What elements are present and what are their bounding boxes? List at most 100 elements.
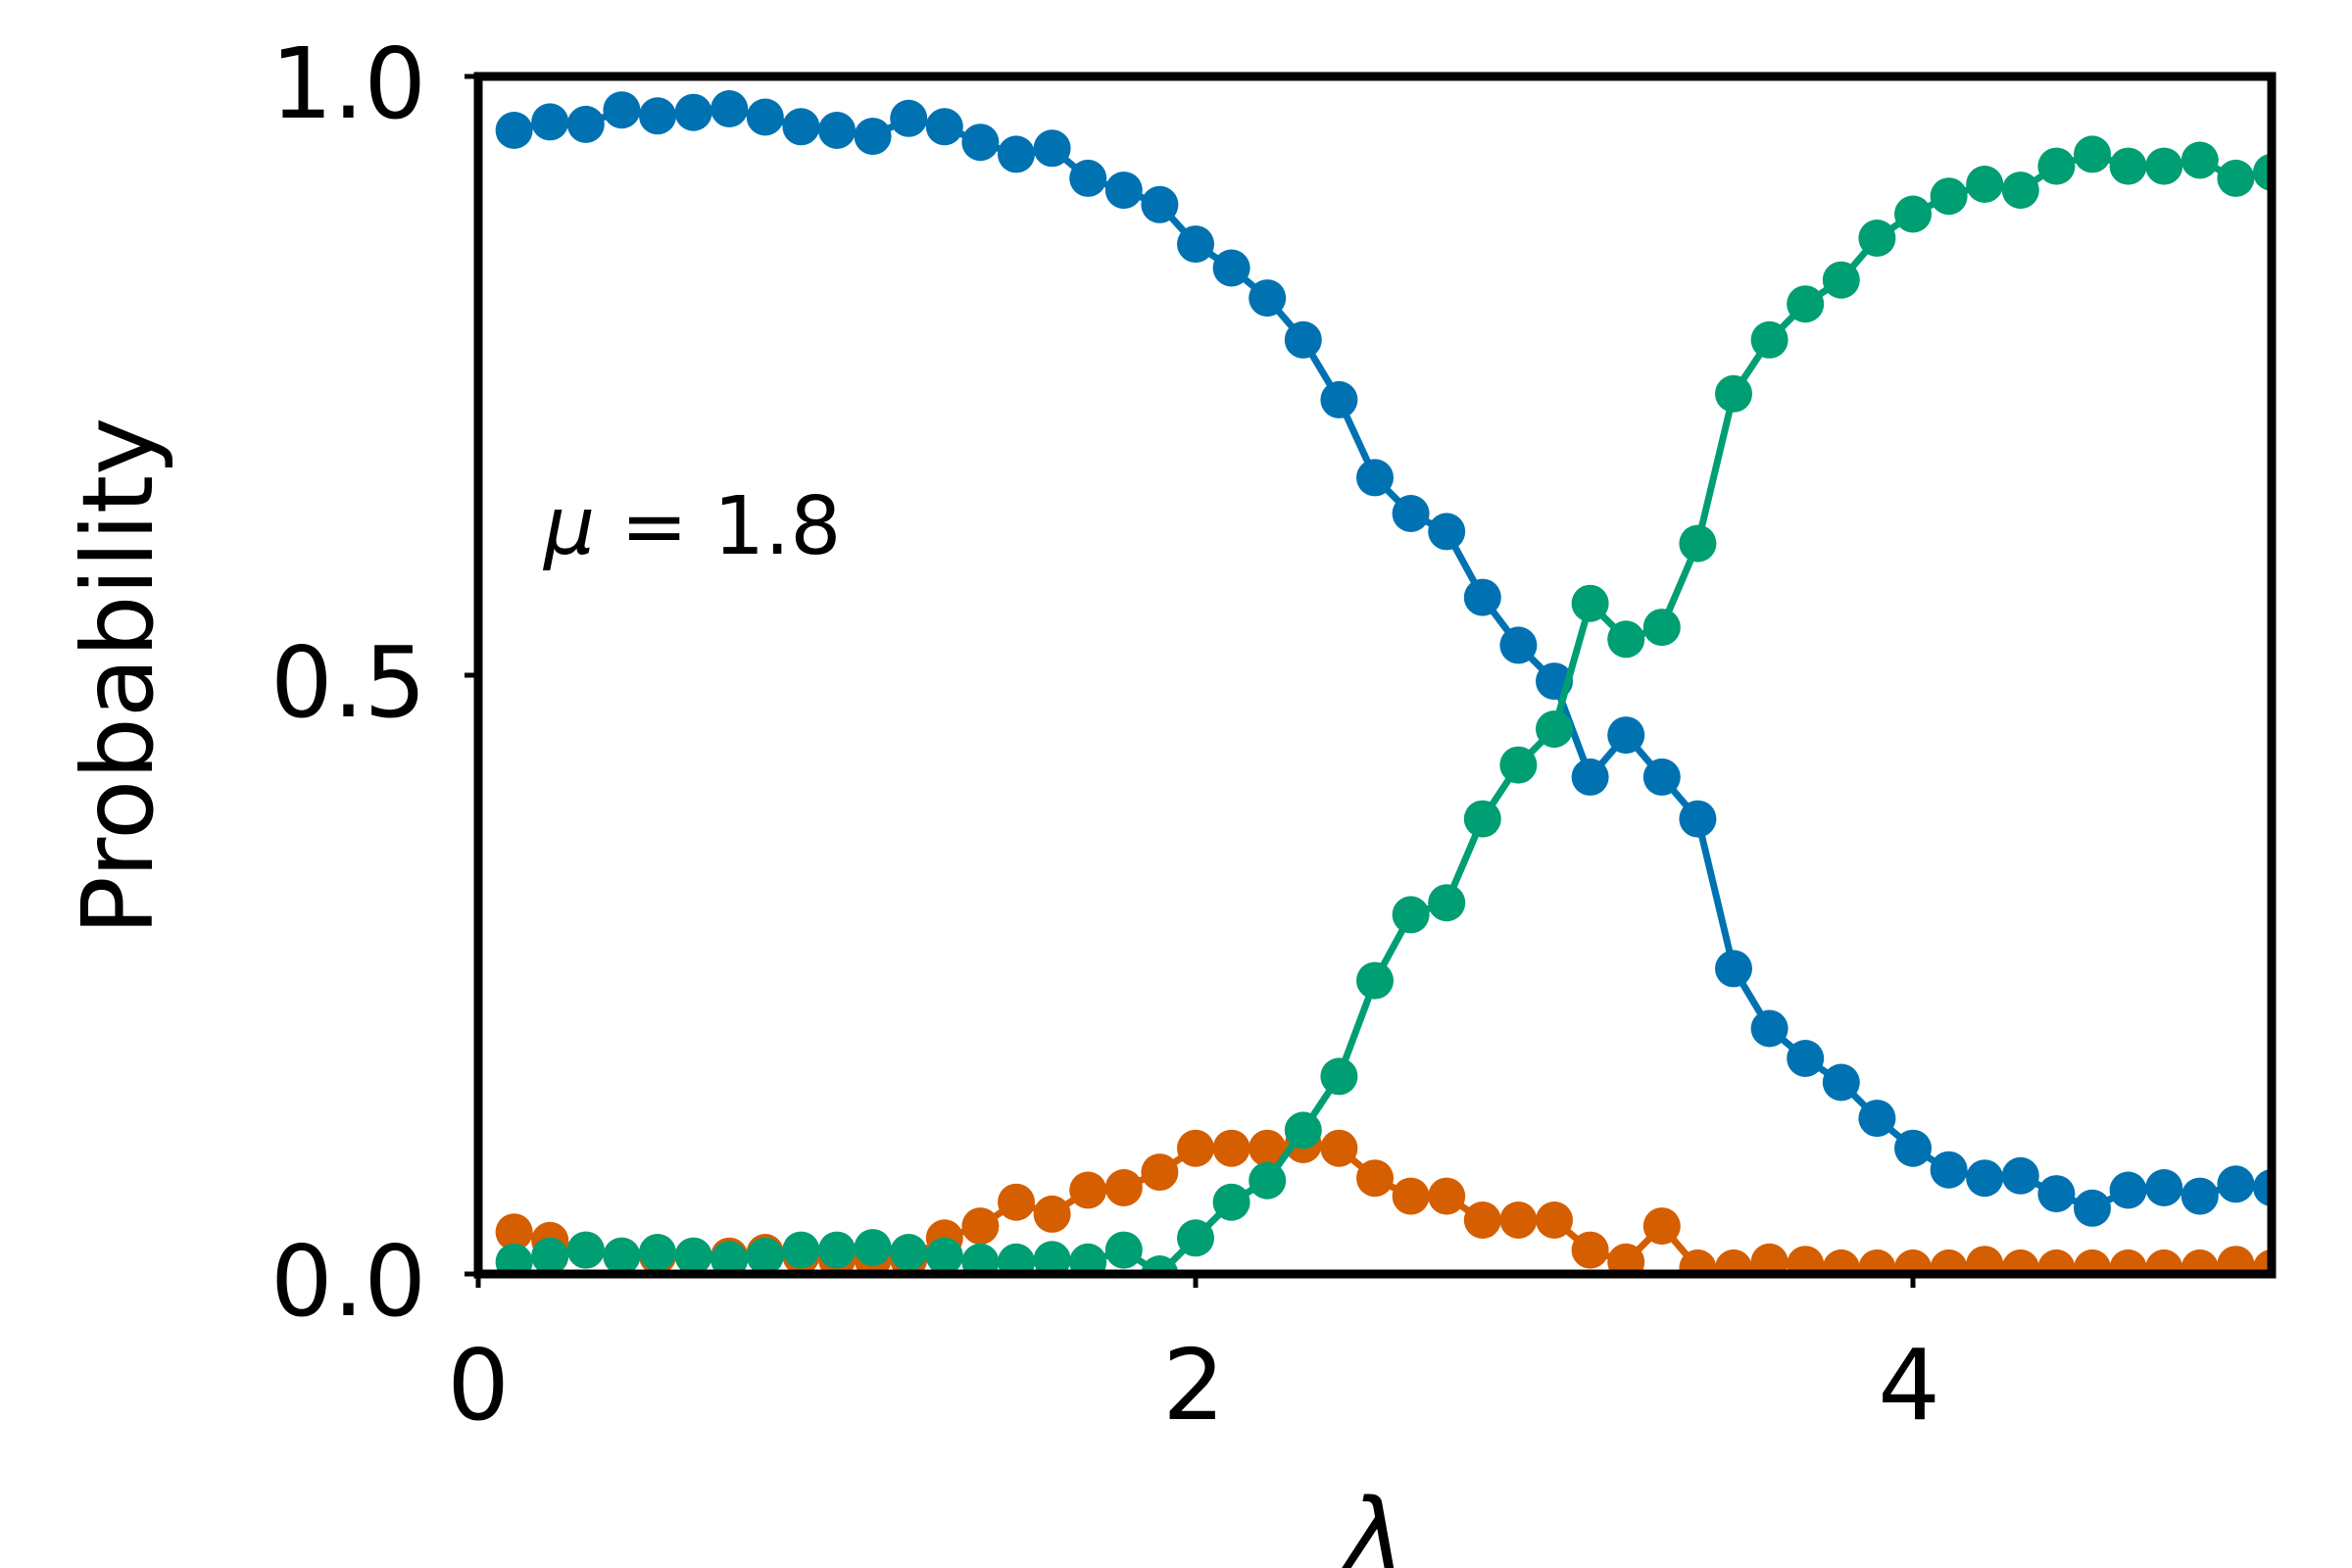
series-1-point [2180,1249,2219,1274]
series-2-point [1715,374,1752,413]
series-2-point [961,1243,1000,1274]
series-0 [495,90,2272,1227]
y-axis-label: Probability [61,417,175,936]
series-2-point [1249,1161,1287,1200]
series-0-point [1212,249,1250,287]
x-axis-label: λ [1341,1477,1403,1568]
series-1-point [1642,1207,1681,1246]
series-0-point [1894,1129,1932,1167]
series-1-point [495,1213,533,1251]
series-1-point [1356,1159,1394,1198]
series-0-point [2001,1156,2039,1195]
series-0-point [998,135,1035,173]
series-0-point [710,90,749,127]
series-2-point [639,1234,676,1271]
series-2-point [1104,1231,1143,1269]
series-2-point [1679,524,1717,563]
series-0-point [1571,758,1609,796]
series-0-point [818,112,856,149]
series-2-point [566,1231,605,1269]
series-2-point [925,1237,963,1274]
series-1-point [1571,1231,1609,1269]
series-0-point [1499,626,1538,664]
series-2-point [2253,153,2272,191]
mu-value: = 1.8 [595,480,841,573]
series-2-point [1787,285,1825,323]
series-1-point [2109,1249,2147,1274]
series-1-point [1463,1201,1501,1239]
series-2-point [1750,320,1788,359]
series-0-point [1858,1100,1896,1138]
series-2-point [710,1241,749,1274]
series-2-point [1392,896,1430,934]
series-2-point [1930,177,1968,216]
series-0-point [1750,1009,1788,1048]
series-1-point [1607,1243,1645,1274]
series-0-point [890,99,928,137]
series-0-point [531,103,569,141]
series-2-point [674,1237,712,1274]
series-1-point [1536,1201,1573,1239]
y-tick-label-0: 0.0 [270,1224,426,1339]
series-0-point [854,118,892,156]
series-0-point [1033,129,1071,168]
series-0-point [1177,225,1214,264]
series-1-point [2253,1249,2272,1274]
series-2-point [1499,746,1538,784]
series-2-point [746,1237,784,1274]
mu-annotation: μ = 1.8 [542,480,841,573]
series-0-point [1930,1151,1968,1189]
series-2-point [818,1231,856,1269]
series-1-point [1966,1246,2004,1274]
series-2-point [531,1237,569,1274]
series-2-point [2074,135,2111,173]
series-2-point [1428,884,1466,922]
series-0-point [1463,578,1501,616]
series-0-point [1428,513,1466,551]
series-1-point [1679,1249,1717,1274]
series-2 [495,135,2272,1274]
series-2-point [1966,166,2004,203]
x-tick-label-2: 4 [1878,1328,1940,1443]
series-1-point [1069,1171,1107,1209]
series-1-point [1141,1153,1179,1192]
series-2-point [1463,800,1501,838]
series-2-point [1536,710,1573,748]
series-1-point [1249,1129,1287,1167]
series-1-point [998,1183,1035,1221]
series-2-point [2001,172,2039,210]
series-2-point [1320,1057,1358,1096]
series-0-point [1607,716,1645,755]
series-0-point [1642,758,1681,796]
series-2-point [890,1234,928,1271]
series-1-point [1894,1249,1932,1274]
series-1-point [1428,1177,1466,1215]
series-2-point [2217,159,2255,197]
series-2-point [1822,261,1860,299]
series-2-point [603,1237,641,1274]
series-2-point [2109,147,2147,185]
x-tick-marks [475,1274,1916,1288]
series-1-point [961,1207,1000,1246]
series-1-point [2001,1249,2039,1274]
series-2-point [1212,1183,1250,1221]
series-1-point [1320,1129,1358,1167]
series-0-point [674,93,712,131]
series-0-point [2180,1177,2219,1215]
series-2-point [1356,961,1394,1000]
series-0-point [1715,950,1752,988]
series-2-point [998,1243,1035,1274]
series-2-point [2180,141,2219,179]
series-1-point [1858,1249,1896,1274]
series-2-point [782,1231,820,1269]
series-1-point [2217,1246,2255,1274]
series-2-line [514,150,2272,1274]
x-tick-label-1: 2 [1162,1328,1225,1443]
series-1-point [1750,1243,1788,1274]
mu-symbol: μ [542,480,595,573]
series-0-point [1392,495,1430,532]
series-1-point [2074,1249,2111,1274]
y-tick-label-1: 0.5 [270,625,426,740]
series-1-point [2037,1249,2076,1274]
